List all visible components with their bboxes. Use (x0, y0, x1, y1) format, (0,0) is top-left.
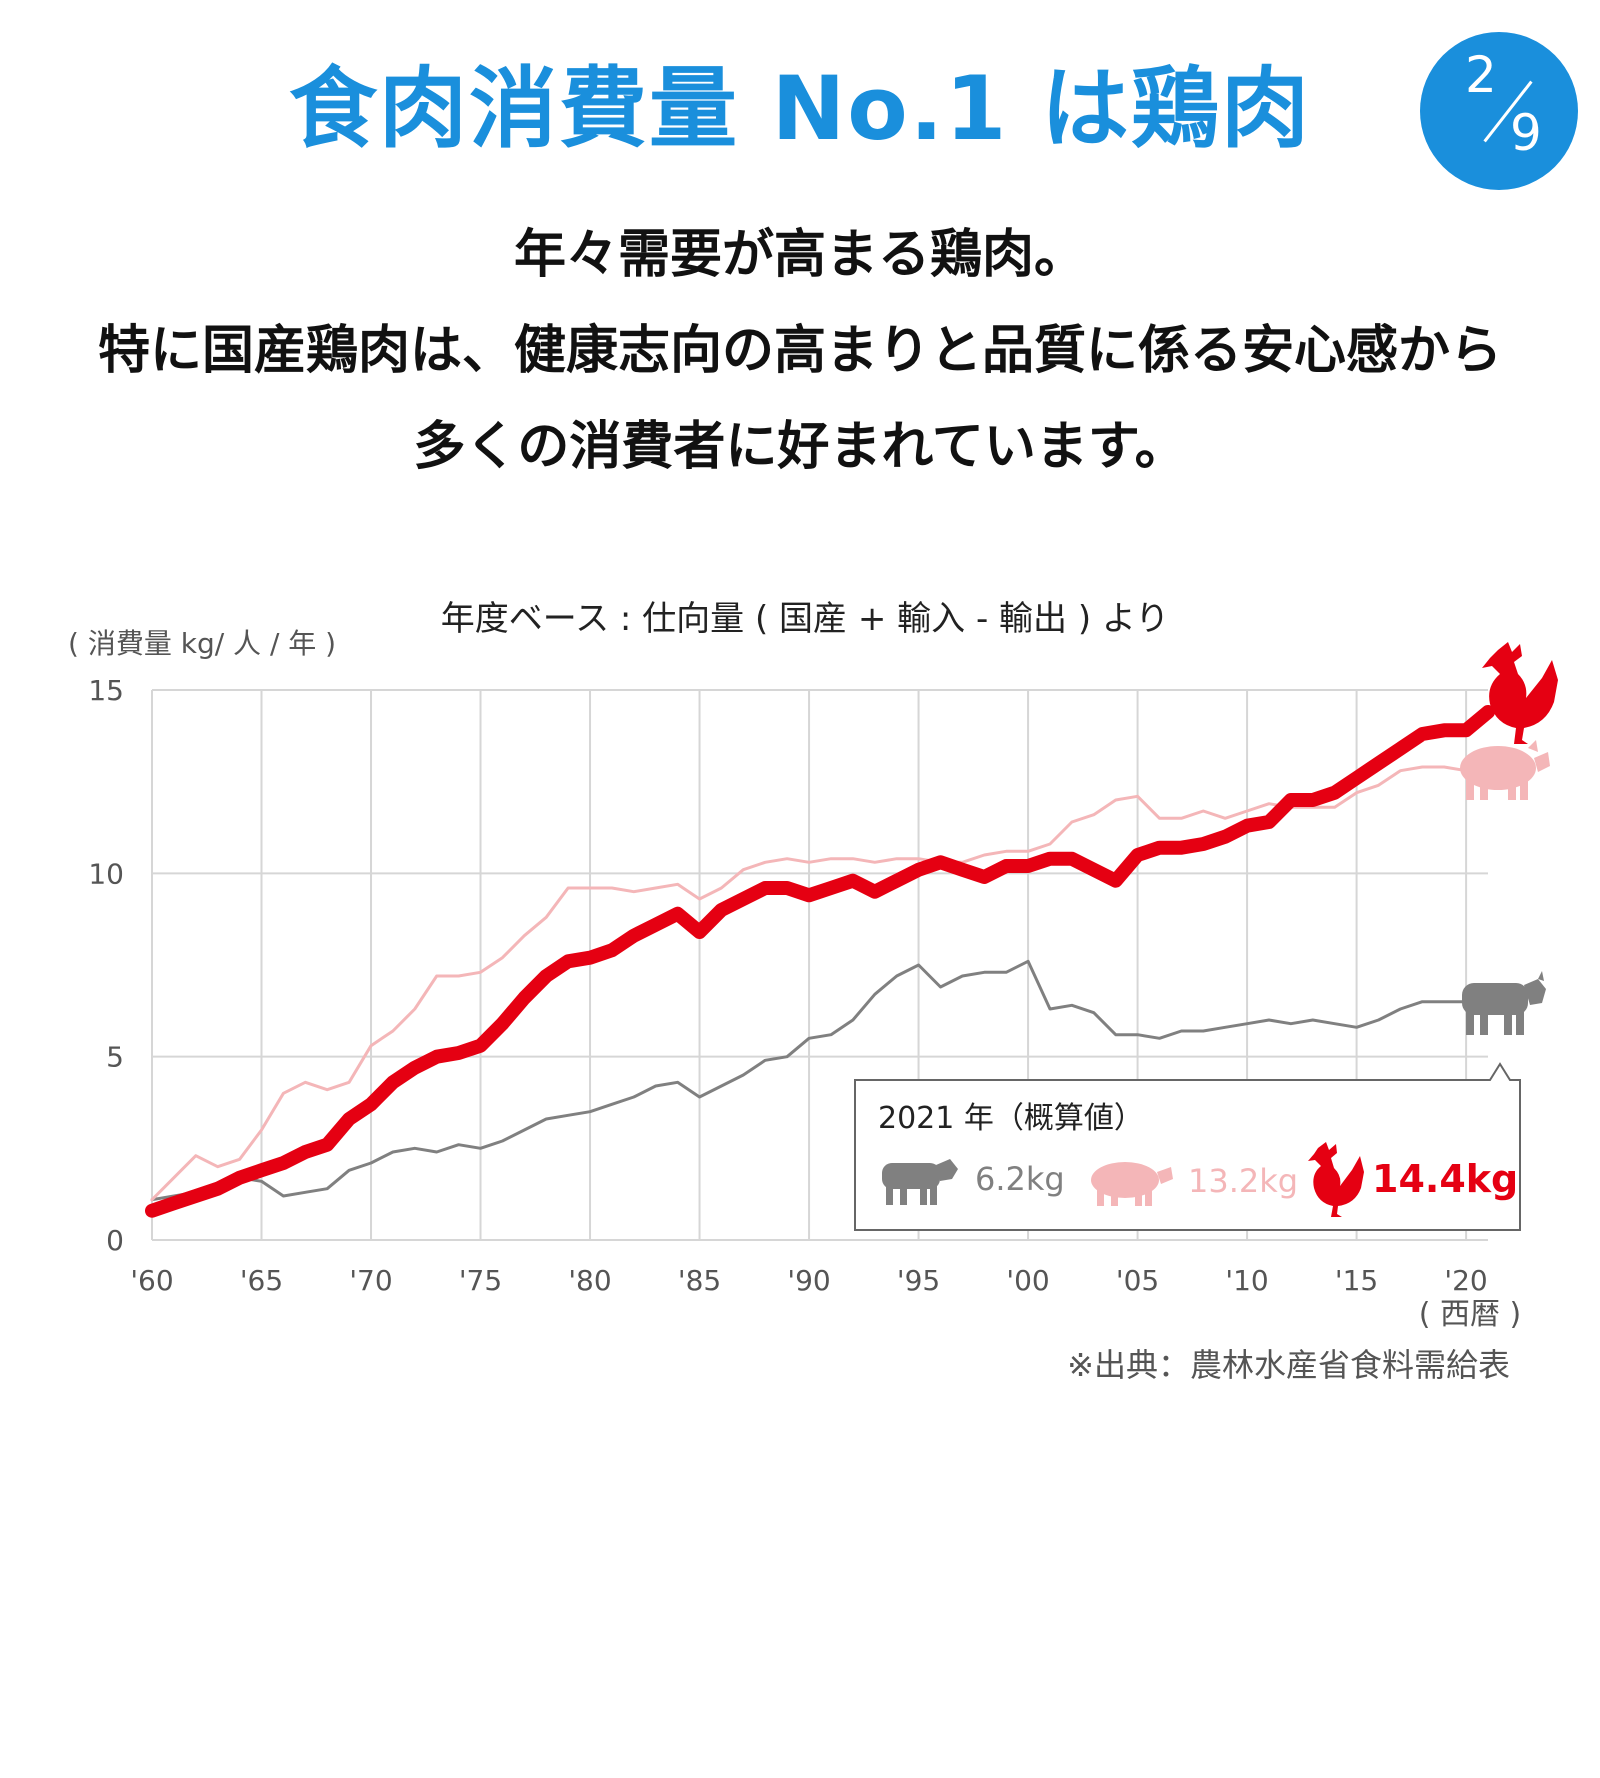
chicken-icon (1482, 642, 1558, 744)
y-tick-label: 10 (88, 857, 124, 890)
callout-chicken-value: 14.4kg (1372, 1157, 1518, 1201)
x-tick-label: '65 (240, 1264, 283, 1297)
chart-svg: 年度ベース : 仕向量 ( 国産 + 輸入 - 輸出 ) より ( 消費量 kg… (68, 599, 1558, 1332)
cow-icon (1462, 971, 1546, 1035)
callout-pork-value: 13.2kg (1188, 1162, 1298, 1200)
x-tick-label: '20 (1444, 1264, 1487, 1297)
x-axis-label: ( 西暦 ) (1419, 1297, 1521, 1332)
x-tick-label: '70 (349, 1264, 392, 1297)
x-tick-label: '60 (130, 1264, 173, 1297)
page-title: 食肉消費量 No.1 は鶏肉 (288, 57, 1312, 160)
y-tick-labels: 0 5 10 15 (88, 674, 124, 1257)
y-axis-label: ( 消費量 kg/ 人 / 年 ) (68, 627, 336, 660)
x-tick-label: '85 (678, 1264, 721, 1297)
lead-line-1: 年々需要が高まる鶏肉。 (513, 225, 1086, 285)
y-tick-label: 0 (106, 1224, 124, 1257)
callout-pig-icon (1091, 1162, 1173, 1206)
series-line-beef (150, 959, 1490, 1202)
series-line-pork (150, 754, 1490, 1202)
x-tick-label: '10 (1225, 1264, 1268, 1297)
series-lines (145, 705, 1495, 1218)
pig-icon (1460, 740, 1550, 800)
lead-line-3: 多くの消費者に好まれています。 (413, 417, 1187, 477)
x-tick-labels: '60 '65 '70 '75 '80 '85 '90 '95 '00 '05 '10 '15 '20 (130, 1264, 1487, 1297)
page-indicator-badge: 2 9 (1420, 32, 1578, 190)
x-tick-label: '75 (459, 1264, 502, 1297)
x-tick-label: '05 (1116, 1264, 1159, 1297)
meat-consumption-chart: 年度ベース : 仕向量 ( 国産 + 輸入 - 輸出 ) より ( 消費量 kg… (0, 580, 1600, 1400)
page-total: 9 (1510, 104, 1542, 162)
source-note: ※出典：農林水産省食料需給表 (1067, 1346, 1510, 1384)
callout-beef-value: 6.2kg (975, 1160, 1065, 1198)
callout-chicken-icon (1308, 1142, 1364, 1217)
series-line-chicken (145, 705, 1495, 1218)
callout-cow-icon (882, 1159, 958, 1205)
x-tick-label: '80 (568, 1264, 611, 1297)
callout-heading: 2021 年（概算値） (878, 1101, 1144, 1136)
y-tick-label: 15 (88, 674, 124, 707)
lead-line-2: 特に国産鶏肉は、健康志向の高まりと品質に係る安心感から (97, 321, 1502, 381)
page-current: 2 (1465, 46, 1497, 104)
x-tick-label: '15 (1335, 1264, 1378, 1297)
chart-title: 年度ベース : 仕向量 ( 国産 + 輸入 - 輸出 ) より (441, 599, 1169, 639)
x-tick-label: '90 (787, 1264, 830, 1297)
y-tick-label: 5 (106, 1041, 124, 1074)
callout-2021: 2021 年（概算値） 6.2kg 13.2kg (854, 1062, 1521, 1231)
x-tick-label: '00 (1006, 1264, 1049, 1297)
x-tick-label: '95 (897, 1264, 940, 1297)
